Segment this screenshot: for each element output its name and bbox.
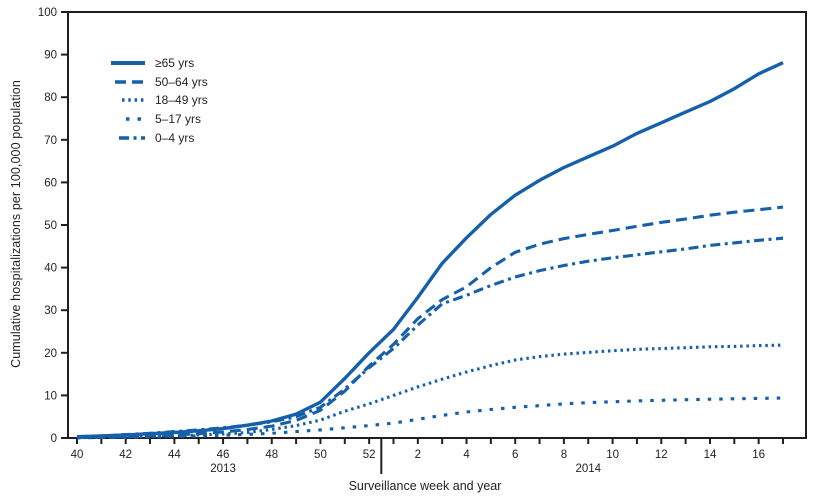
tick-label: 70 bbox=[44, 135, 57, 147]
tick-label: 100 bbox=[38, 7, 57, 19]
tick-label: 48 bbox=[265, 449, 278, 461]
legend: ≥65 yrs 50–64 yrs 18–49 yrs 5–17 yrs 0–4… bbox=[109, 54, 208, 147]
tick-label: 40 bbox=[71, 449, 84, 461]
tick-label: 8 bbox=[561, 449, 567, 461]
tick-label: 52 bbox=[363, 449, 376, 461]
tick-label: 80 bbox=[44, 92, 57, 104]
tick-label: 2014 bbox=[575, 463, 601, 475]
tick-label: 4 bbox=[463, 449, 470, 461]
tick-label: 0 bbox=[51, 433, 57, 445]
series-line-age-50-64 bbox=[76, 205, 784, 440]
tick-label: 2013 bbox=[210, 463, 236, 475]
legend-line-sample-50-64 bbox=[115, 80, 145, 84]
tick-label: 46 bbox=[217, 449, 230, 461]
legend-item-65plus: ≥65 yrs bbox=[109, 54, 208, 73]
tick-label: 30 bbox=[44, 305, 57, 317]
series-line-age-5-17 bbox=[76, 396, 784, 440]
legend-item-label: 18–49 yrs bbox=[155, 93, 208, 108]
series-line-age-18-49 bbox=[76, 343, 784, 440]
y-axis-title: Cumulative hospitalizations per 100,000 … bbox=[9, 80, 23, 368]
legend-line-sample-65plus bbox=[111, 61, 145, 66]
tick-label: 40 bbox=[44, 263, 57, 275]
legend-item-label: 50–64 yrs bbox=[155, 74, 208, 89]
tick-label: 20 bbox=[44, 348, 57, 360]
x-axis-title: Surveillance week and year bbox=[348, 479, 502, 493]
legend-item-label: ≥65 yrs bbox=[155, 56, 195, 71]
tick-label: 12 bbox=[655, 449, 668, 461]
tick-label: 6 bbox=[512, 449, 518, 461]
tick-label: 44 bbox=[168, 449, 181, 461]
legend-line-sample-0-4 bbox=[119, 135, 145, 140]
tick-label: 10 bbox=[606, 449, 619, 461]
tick-label: 14 bbox=[704, 449, 717, 461]
legend-item-label: 5–17 yrs bbox=[155, 112, 202, 127]
legend-item-5-17: 5–17 yrs bbox=[109, 110, 208, 129]
tick-label: 16 bbox=[752, 449, 765, 461]
series-line-age-65plus bbox=[76, 61, 784, 439]
tick-label: 50 bbox=[314, 449, 327, 461]
legend-item-18-49: 18–49 yrs bbox=[109, 91, 208, 110]
legend-item-label: 0–4 yrs bbox=[155, 130, 195, 145]
series-line-age-0-4 bbox=[76, 236, 784, 439]
tick-label: 42 bbox=[119, 449, 132, 461]
legend-item-50-64: 50–64 yrs bbox=[109, 73, 208, 92]
tick-label: 50 bbox=[44, 220, 57, 232]
tick-label: 60 bbox=[44, 177, 57, 189]
tick-label: 90 bbox=[44, 50, 57, 62]
tick-label: 10 bbox=[44, 390, 57, 402]
legend-line-sample-18-49 bbox=[122, 98, 145, 103]
legend-line-sample-5-17 bbox=[126, 117, 145, 121]
legend-item-0-4: 0–4 yrs bbox=[109, 128, 208, 147]
tick-label: 2 bbox=[415, 449, 421, 461]
